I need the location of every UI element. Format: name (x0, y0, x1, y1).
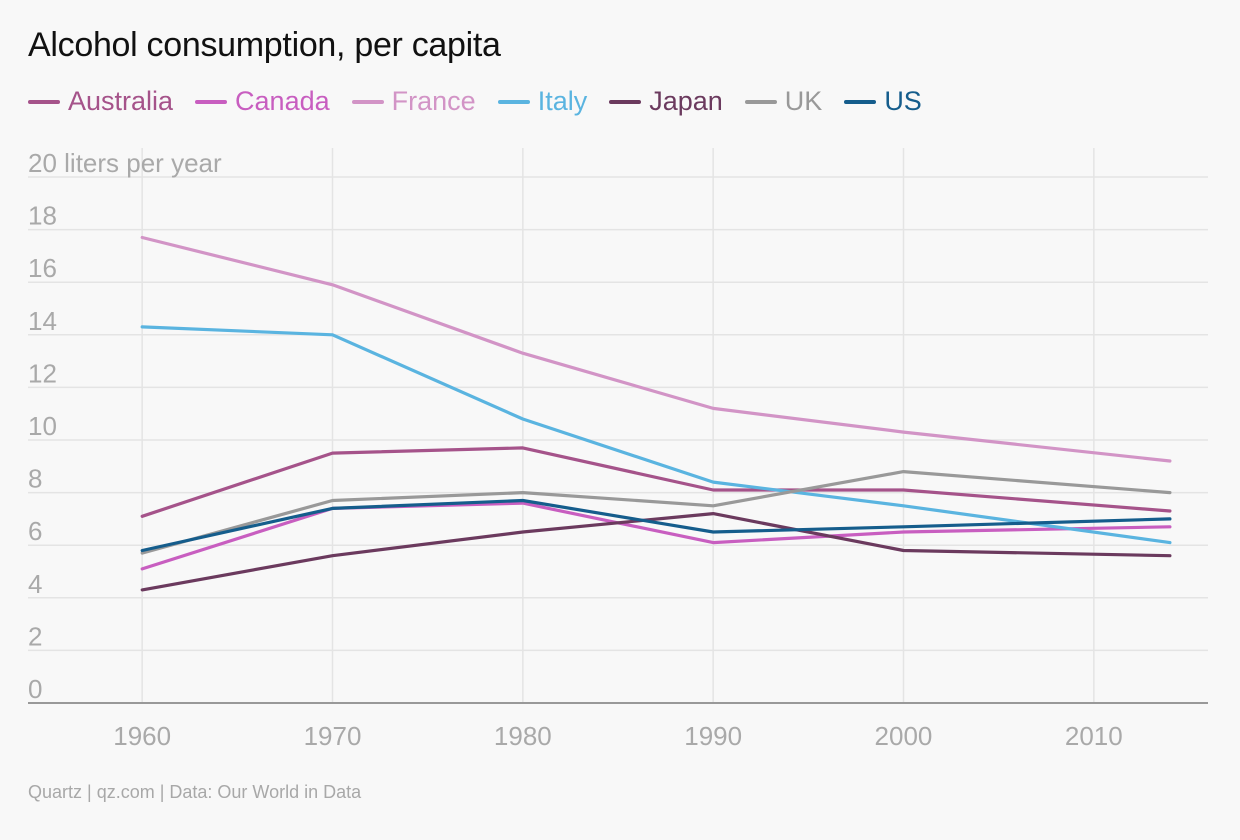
chart-title: Alcohol consumption, per capita (28, 26, 501, 64)
series-line-canada (140, 501, 1172, 571)
legend-item-us: US (844, 86, 922, 117)
legend-item-australia: Australia (28, 86, 173, 117)
legend-swatch (195, 99, 228, 104)
y-tick-label: 0 (28, 674, 42, 704)
legend-swatch (351, 99, 384, 104)
legend-label: UK (784, 86, 823, 116)
x-tick-label: 2000 (875, 721, 933, 751)
series-line-italy (140, 325, 1172, 545)
legend-swatch (497, 99, 530, 104)
legend-label: Canada (235, 86, 330, 116)
legend-label: US (884, 86, 922, 116)
legend-swatch (28, 99, 60, 104)
legend-item-uk: UK (744, 86, 823, 117)
source-note: Quartz | qz.com | Data: Our World in Dat… (28, 782, 362, 802)
legend-item-japan: Japan (609, 86, 723, 117)
y-tick-label: 10 (28, 411, 57, 441)
y-tick-label: 8 (28, 464, 42, 494)
y-tick-label: 16 (28, 253, 57, 283)
y-tick-label: 20 liters per year (28, 148, 222, 178)
legend-label: Italy (537, 86, 588, 116)
series-line-japan (140, 511, 1172, 592)
chart-legend: Australia Canada France Italy Japan UK US (28, 86, 922, 117)
y-tick-label: 6 (28, 516, 42, 546)
legend-item-italy: Italy (497, 86, 588, 117)
series-line-us (140, 498, 1172, 553)
y-tick-label: 12 (28, 358, 57, 388)
y-tick-label: 2 (28, 621, 42, 651)
x-tick-label: 1960 (113, 721, 171, 751)
legend-label: Australia (68, 86, 174, 116)
series-line-uk (140, 470, 1172, 555)
legend-label: Japan (649, 86, 723, 116)
legend-swatch (609, 99, 642, 104)
x-tick-label: 1990 (684, 721, 742, 751)
x-tick-label: 1970 (304, 721, 362, 751)
x-tick-label: 2010 (1065, 721, 1123, 751)
series-line-australia (140, 446, 1172, 518)
legend-label: France (391, 86, 476, 116)
y-tick-label: 4 (28, 569, 42, 599)
y-tick-label: 14 (28, 306, 57, 336)
legend-swatch (844, 99, 877, 104)
legend-item-canada: Canada (195, 86, 330, 117)
y-tick-label: 18 (28, 201, 57, 231)
x-tick-label: 1980 (494, 721, 552, 751)
series-line-france (140, 235, 1172, 463)
legend-swatch (744, 99, 777, 104)
legend-item-france: France (351, 86, 476, 117)
